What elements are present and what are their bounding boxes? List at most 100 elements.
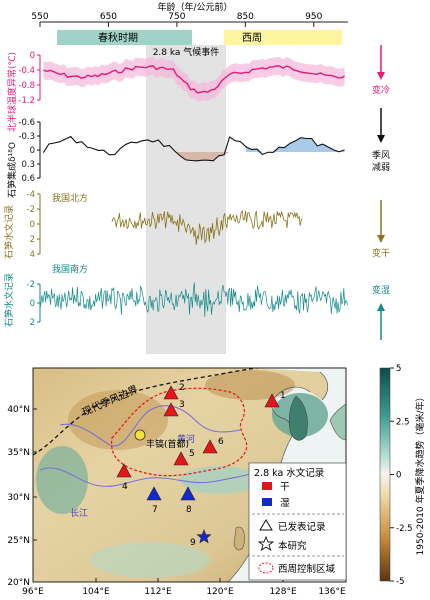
- taiwan-island: [233, 526, 245, 551]
- wetting-label: 变湿: [372, 284, 390, 296]
- lat-tick-label: 20°N: [7, 578, 30, 588]
- lon-tick-label: 136°E: [318, 587, 346, 597]
- lat-tick-label: 40°N: [7, 405, 30, 415]
- y-tick-label: -1.2: [18, 96, 35, 106]
- south-axis-label: 石笋水文记录: [3, 273, 15, 327]
- monsoon-series-line: [42, 135, 345, 162]
- colorbar-tick-label: 2.5: [396, 417, 410, 427]
- site-triangle-marker: [264, 393, 280, 408]
- arrow-monsoon-weak: 季风 减弱: [372, 108, 390, 173]
- site-label: 9: [190, 538, 196, 548]
- yangtze-river-label: 长江: [70, 507, 88, 519]
- legend-this-study-label: 本研究: [278, 540, 307, 552]
- y-tick-label: 0: [30, 299, 35, 309]
- site-triangle-marker: [180, 486, 196, 501]
- south-sublabel: 我国南方: [52, 263, 88, 275]
- y-tick-label: 0: [30, 146, 35, 156]
- y-tick-label: 0: [30, 51, 35, 61]
- map-axis-ticks: 40°N 35°N 30°N 25°N 20°N96°E 104°E 112°E 120°E 1…: [7, 405, 347, 597]
- korea-peninsula: [288, 395, 308, 441]
- lon-tick-label: 112°E: [144, 587, 172, 597]
- period-label-chunqiu: 春秋时期: [98, 31, 138, 44]
- site-triangle-marker: [163, 385, 179, 400]
- y-tick-label: 0: [30, 220, 35, 230]
- north-hydro-series-line: [111, 209, 303, 245]
- monsoon-axis-label: 石笋集成δ¹⁸O: [6, 142, 18, 198]
- site-label: 5: [189, 449, 195, 459]
- yellow-river-label: 黄河: [177, 433, 195, 445]
- monsoon-fill-positive: [246, 137, 345, 152]
- legend-triangle-icon: [259, 519, 273, 531]
- legend-dry-swatch: [262, 482, 272, 490]
- map-legend: 2.8 ka 水文记录 干 湿 已发表记录 本研究 西周控制区域: [248, 462, 347, 581]
- y-tick-label: -2: [27, 280, 35, 290]
- legend-wet-label: 湿: [280, 498, 290, 509]
- legend-wet-swatch: [262, 498, 272, 506]
- y-tick-label: -0.8: [18, 81, 35, 91]
- period-bar-xizhou: [224, 30, 342, 45]
- x-axis-title: 年龄（年/公元前）: [157, 1, 232, 13]
- legend-zhou-icon: [258, 562, 274, 574]
- wet-area-west: [36, 446, 88, 514]
- monsoon-weak-label-1: 季风: [372, 149, 390, 161]
- site-star-marker: [196, 529, 212, 544]
- y-tick-label: 0.6: [21, 174, 35, 184]
- x-tick-label: 750: [168, 12, 185, 22]
- lon-tick-label: 96°E: [22, 587, 44, 597]
- x-tick-label: 550: [31, 12, 48, 22]
- x-tick-label: 650: [100, 12, 117, 22]
- site-triangle-marker: [202, 439, 218, 454]
- legend-published-label: 已发表记录: [278, 521, 326, 533]
- site-label: 7: [152, 505, 158, 515]
- lat-tick-label: 35°N: [7, 448, 30, 458]
- temperature-axis-label: 北半球温度异常(℃): [6, 52, 18, 132]
- lat-tick-label: 25°N: [7, 536, 30, 546]
- arrow-drying: 变干: [372, 200, 390, 259]
- legend-zhou-label: 西周控制区域: [278, 563, 336, 575]
- legend-dry-label: 干: [280, 482, 290, 493]
- lon-tick-label: 128°E: [269, 587, 297, 597]
- y-tick-label: -0.6: [18, 118, 35, 128]
- south-hydro-series-line: [40, 282, 348, 317]
- arrow-cooling: 变冷: [372, 45, 390, 96]
- colorbar-tick-label: -2.5: [396, 524, 413, 534]
- period-label-xizhou: 西周: [242, 32, 262, 44]
- dry-area-northeast: [205, 370, 295, 400]
- site-label: 8: [186, 505, 192, 515]
- site-triangle-marker: [146, 486, 162, 501]
- arrow-wetting: 变湿: [372, 284, 390, 340]
- yellow-river: [59, 405, 241, 447]
- colorbar-tick-label: -5: [396, 577, 404, 587]
- legend-star-icon: [257, 535, 275, 552]
- monsoon-fill-negative: [174, 152, 230, 161]
- colorbar-gradient: [379, 367, 391, 582]
- site-markers: 1 2 3 4 5 6 7 8 9: [116, 383, 286, 548]
- x-tick-label: 950: [305, 12, 322, 22]
- y-axes: 0 -0.4 -0.8 -1.2 -0.6 -0.3 0 0.3 0.6 -4 -2 0 2 4 -2 0 2: [18, 51, 41, 328]
- event-label: 2.8 ka 气候事件: [153, 46, 220, 58]
- y-tick-label: 2: [30, 235, 35, 245]
- yangtze-river: [39, 467, 253, 487]
- site-triangle-marker: [116, 463, 132, 478]
- y-tick-label: 2: [30, 318, 35, 328]
- north-axis-label: 石笋水文记录: [3, 205, 15, 259]
- north-sublabel: 我国北方: [52, 192, 88, 204]
- zhou-territory: [110, 387, 248, 477]
- lat-tick-label: 30°N: [7, 493, 30, 503]
- colorbar: 5 2.5 0 -2.5 -5 1950-2010 年夏季降水趋势（毫米/年）: [379, 364, 426, 587]
- drying-label: 变干: [372, 247, 390, 259]
- japan-island: [329, 403, 346, 441]
- time-series-panel: 年龄（年/公元前） 春秋时期 西周 2.8 ka 气候事件 550 650 750 8…: [3, 1, 390, 354]
- wet-area-south: [90, 542, 210, 578]
- x-tick-label: 850: [237, 12, 254, 22]
- colorbar-tick-label: 5: [396, 364, 401, 374]
- legend-title: 2.8 ka 水文记录: [254, 467, 325, 479]
- site-label: 6: [218, 437, 224, 447]
- site-label: 3: [179, 400, 185, 410]
- site-label: 1: [280, 391, 286, 401]
- site-label: 2: [179, 383, 185, 393]
- period-bar-chunqiu: [57, 30, 192, 45]
- site-triangle-marker: [173, 451, 189, 466]
